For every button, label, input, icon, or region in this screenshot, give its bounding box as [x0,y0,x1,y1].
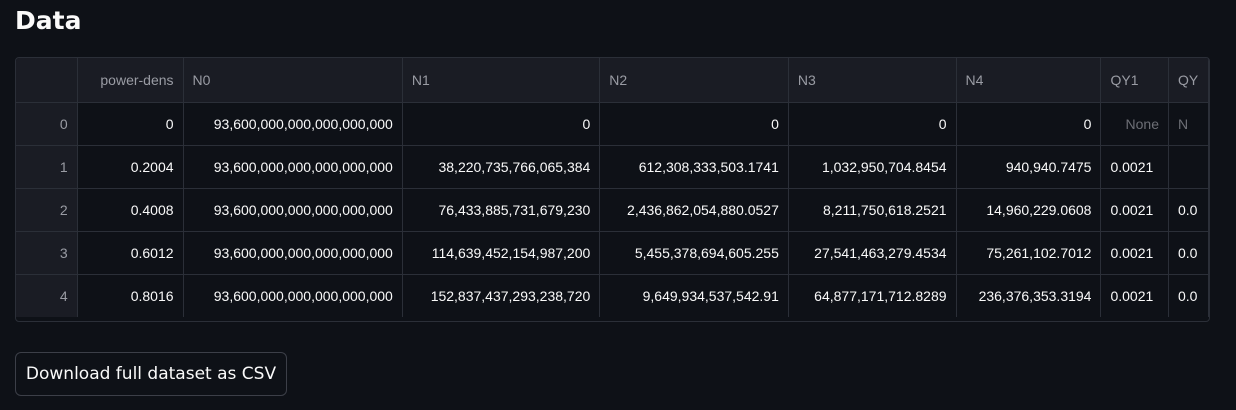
column-header-qy1[interactable]: QY1 [1100,58,1169,103]
column-header-n1[interactable]: N1 [402,58,601,103]
table-cell[interactable]: 0.8016 [77,274,184,317]
table-cell[interactable]: 940,940.7475 [956,145,1102,189]
column-header-n0[interactable]: N0 [183,58,403,103]
table-cell[interactable]: 0.6012 [77,231,184,275]
row-index-cell[interactable]: 2 [16,188,78,232]
table-cell[interactable]: 152,837,437,293,238,720 [402,274,601,317]
table-cell[interactable]: 0.0021 [1100,188,1169,232]
table-cell[interactable]: 0 [788,102,957,146]
table-row: 1 0.2004 93,600,000,000,000,000,000 38,220,… [16,145,1209,189]
table-cell[interactable]: 38,220,735,766,065,384 [402,145,601,189]
column-header-index[interactable] [16,58,78,103]
table-row: 0 0 93,600,000,000,000,000,000 0 0 0 0 None N [16,102,1209,146]
table-cell[interactable]: 9,649,934,537,542.91 [599,274,789,317]
table-cell[interactable]: 0 [77,102,184,146]
table-cell[interactable]: 93,600,000,000,000,000,000 [183,274,403,317]
table-cell[interactable]: 93,600,000,000,000,000,000 [183,102,403,146]
table-cell[interactable]: 93,600,000,000,000,000,000 [183,231,403,275]
column-header-qy[interactable]: QY [1168,58,1209,103]
table-cell[interactable]: 612,308,333,503.1741 [599,145,789,189]
table-cell[interactable]: N [1168,102,1209,146]
table-cell[interactable]: None [1100,102,1169,146]
table-cell[interactable]: 0.4008 [77,188,184,232]
data-table-container[interactable]: power-dens N0 N1 N2 N3 N4 QY1 QY 0 0 93,60… [15,57,1210,322]
table-cell[interactable]: 64,877,171,712.8289 [788,274,957,317]
table-cell[interactable]: 0.0021 [1100,274,1169,317]
table-cell[interactable]: 114,639,452,154,987,200 [402,231,601,275]
table-cell[interactable]: 0 [402,102,601,146]
table-cell[interactable]: 2,436,862,054,880.0527 [599,188,789,232]
row-index-cell[interactable]: 1 [16,145,78,189]
table-cell[interactable]: 0.0021 [1100,145,1169,189]
column-header-power-dens[interactable]: power-dens [77,58,184,103]
table-cell[interactable]: 93,600,000,000,000,000,000 [183,145,403,189]
table-cell[interactable]: 8,211,750,618.2521 [788,188,957,232]
table-row: 4 0.8016 93,600,000,000,000,000,000 152,837… [16,274,1209,317]
table-cell[interactable]: 1,032,950,704.8454 [788,145,957,189]
table-header-row: power-dens N0 N1 N2 N3 N4 QY1 QY [16,58,1209,103]
table-cell[interactable]: 75,261,102.7012 [956,231,1102,275]
table-cell[interactable]: 0.0 [1168,274,1209,317]
table-cell[interactable]: 76,433,885,731,679,230 [402,188,601,232]
page-title: Data [15,6,82,35]
column-header-n2[interactable]: N2 [599,58,789,103]
table-cell[interactable]: 5,455,378,694,605.255 [599,231,789,275]
column-header-n3[interactable]: N3 [788,58,957,103]
table-cell[interactable]: 0 [956,102,1102,146]
data-table: power-dens N0 N1 N2 N3 N4 QY1 QY 0 0 93,60… [16,58,1209,317]
row-index-cell[interactable]: 3 [16,231,78,275]
download-csv-button[interactable]: Download full dataset as CSV [15,352,287,396]
table-cell[interactable]: 27,541,463,279.4534 [788,231,957,275]
table-row: 2 0.4008 93,600,000,000,000,000,000 76,433,… [16,188,1209,232]
row-index-cell[interactable]: 0 [16,102,78,146]
table-cell[interactable]: 0 [599,102,789,146]
table-cell[interactable]: 93,600,000,000,000,000,000 [183,188,403,232]
table-cell[interactable]: 14,960,229.0608 [956,188,1102,232]
table-cell[interactable]: 0.0 [1168,188,1209,232]
table-cell[interactable]: 0.0 [1168,231,1209,275]
table-cell[interactable]: 236,376,353.3194 [956,274,1102,317]
table-cell[interactable] [1168,145,1209,189]
table-cell[interactable]: 0.0021 [1100,231,1169,275]
column-header-n4[interactable]: N4 [956,58,1102,103]
table-row: 3 0.6012 93,600,000,000,000,000,000 114,639… [16,231,1209,275]
row-index-cell[interactable]: 4 [16,274,78,317]
table-cell[interactable]: 0.2004 [77,145,184,189]
